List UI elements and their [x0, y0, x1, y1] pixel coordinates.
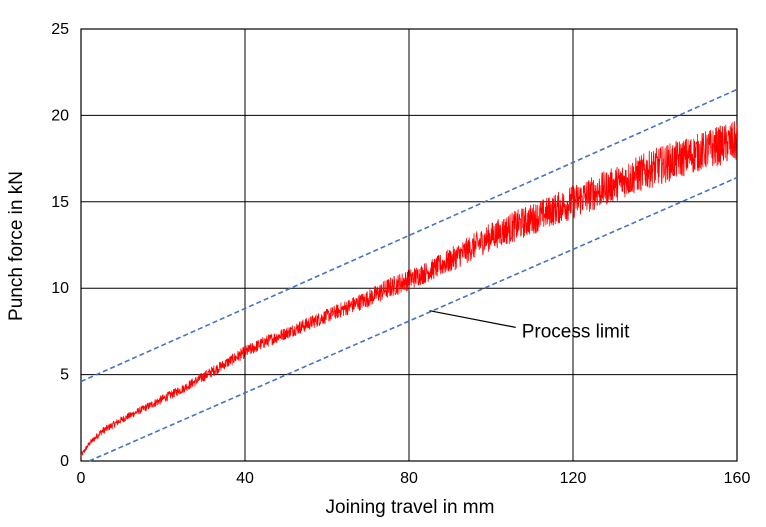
x-tick-label: 160 [724, 470, 751, 487]
x-tick-labels: 0 40 80 120 160 [77, 470, 751, 487]
process-limit-lines [80, 88, 738, 462]
plot-frame [80, 28, 738, 462]
lower-process-limit-line [88, 176, 738, 462]
grid [80, 28, 738, 462]
y-tick-label: 20 [51, 107, 69, 124]
y-tick-labels: 0 5 10 15 20 25 [51, 21, 69, 470]
x-tick-label: 80 [400, 470, 418, 487]
annotation-label: Process limit [522, 321, 630, 342]
plot-border [80, 28, 738, 462]
measured-force-curve [80, 121, 738, 457]
y-tick-label: 5 [60, 367, 69, 384]
annotation: Process limit [429, 310, 630, 342]
x-tick-label: 40 [236, 470, 254, 487]
force-curve-line [80, 121, 738, 457]
x-tick-label: 0 [77, 470, 86, 487]
y-tick-label: 10 [51, 280, 69, 297]
y-tick-label: 15 [51, 194, 69, 211]
y-tick-label: 0 [60, 453, 69, 470]
y-tick-label: 25 [51, 21, 69, 38]
x-tick-label: 120 [560, 470, 587, 487]
annotation-leader-line [429, 310, 516, 328]
y-axis-title: Punch force in kN [6, 171, 27, 321]
x-axis-title: Joining travel in mm [326, 497, 495, 518]
